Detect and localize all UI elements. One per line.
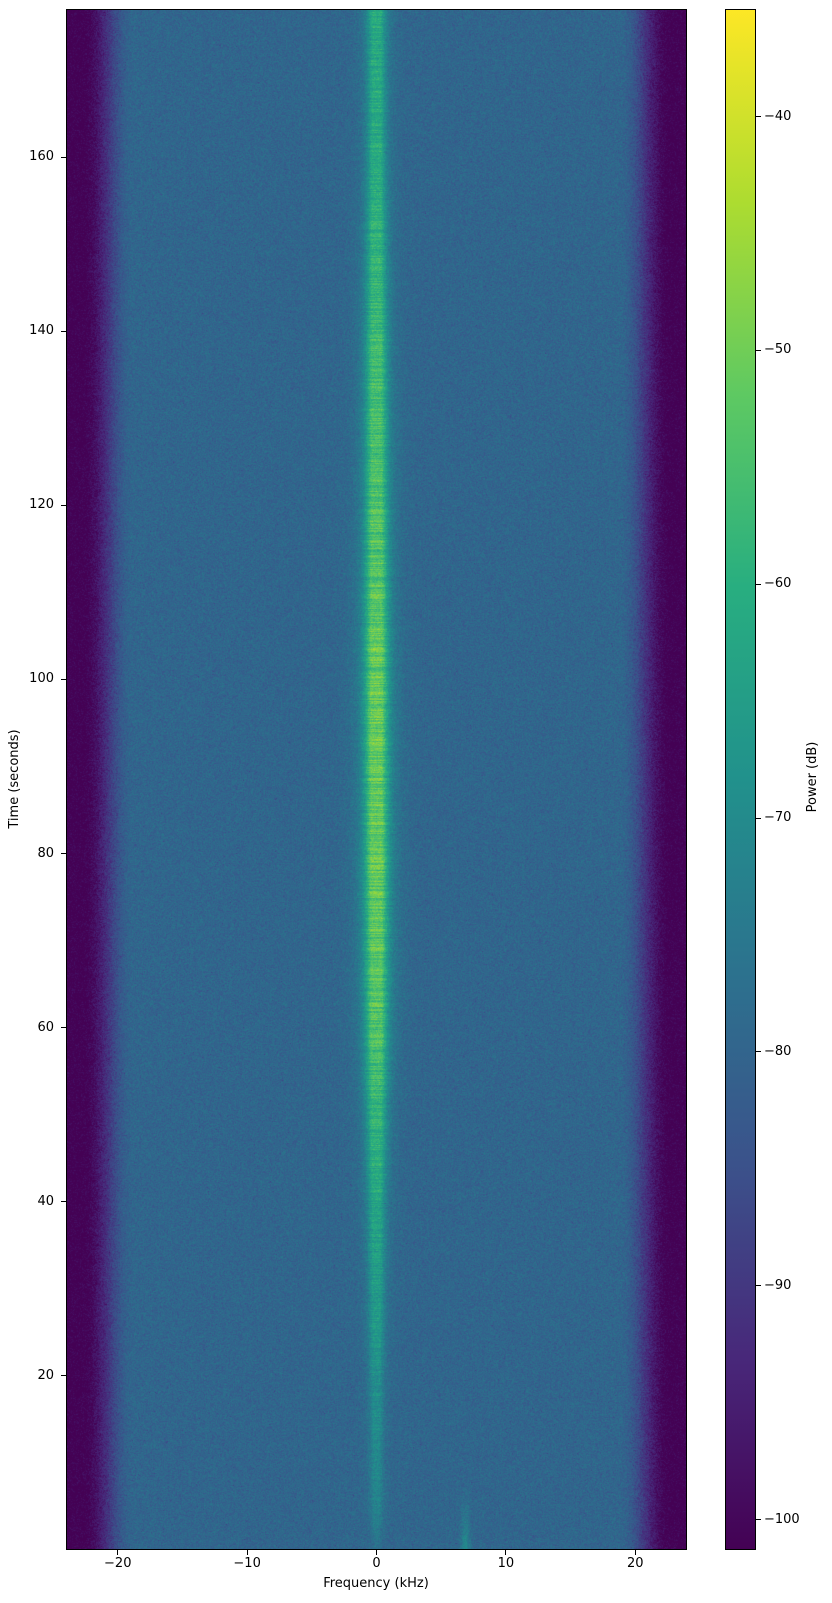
x-tick-label: 10 [497,1556,515,1571]
x-tick-label: −20 [104,1556,132,1571]
y-tick-mark [61,156,66,158]
colorbar-tick-label: −100 [764,1511,800,1527]
colorbar-tick-mark [756,1285,761,1287]
spectrogram-heatmap [66,9,687,1550]
colorbar-tick-mark [756,1519,761,1521]
y-tick-label: 120 [29,497,54,513]
y-tick-mark [61,853,66,854]
x-tick-label: 0 [372,1556,381,1571]
colorbar-tick-mark [756,817,761,819]
x-tick-mark [246,1550,248,1555]
colorbar-label: Power (dB) [805,741,820,813]
colorbar-tick-mark [756,1051,761,1053]
y-tick-mark [61,1375,66,1377]
y-tick-label: 80 [37,845,54,861]
colorbar-tick-label: −40 [764,108,792,124]
y-tick-label: 40 [37,1193,54,1209]
y-tick-mark [61,504,66,506]
x-tick-mark [376,1550,377,1555]
colorbar-tick-label: −80 [764,1043,792,1059]
x-tick-mark [634,1550,636,1555]
colorbar-tick-label: −50 [764,342,792,358]
y-tick-mark [61,678,66,680]
y-tick-mark [61,1027,66,1029]
x-tick-mark [505,1550,507,1555]
colorbar-tick-mark [756,349,761,351]
colorbar-tick-label: −70 [764,810,792,826]
x-tick-mark [117,1550,119,1555]
x-tick-label: 20 [626,1556,644,1571]
colorbar-tick-mark [756,116,761,118]
x-axis-label: Frequency (kHz) [323,1576,429,1591]
x-tick-label: −10 [233,1556,261,1571]
y-tick-mark [61,1201,66,1203]
colorbar-gradient [725,9,756,1550]
y-tick-label: 100 [29,671,54,687]
y-tick-label: 160 [29,149,54,164]
y-axis-label: Time (seconds) [7,729,22,829]
colorbar-tick-label: −90 [764,1277,792,1293]
y-tick-label: 60 [37,1019,54,1035]
y-tick-label: 20 [37,1367,54,1383]
y-tick-label: 140 [29,323,54,339]
colorbar-tick-mark [756,583,761,585]
y-tick-mark [61,330,66,332]
colorbar-tick-label: −60 [764,576,792,592]
